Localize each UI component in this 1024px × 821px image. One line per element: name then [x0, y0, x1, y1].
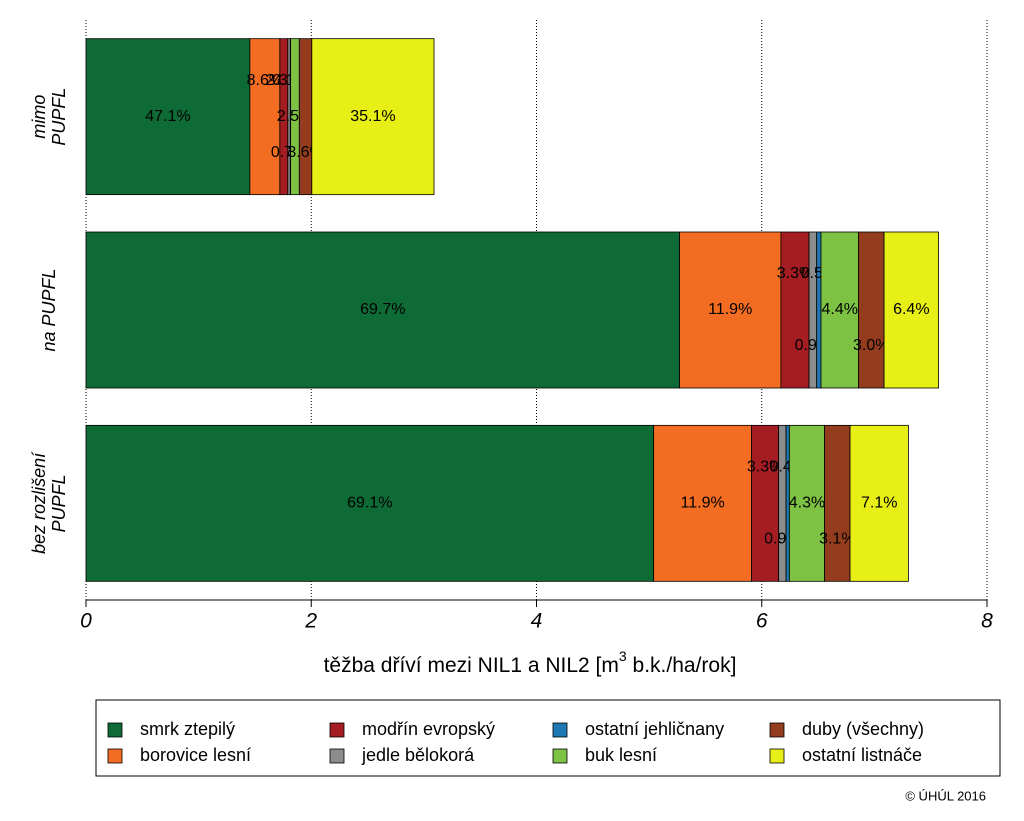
x-tick-label: 4	[531, 610, 543, 633]
legend-swatch	[108, 749, 122, 763]
y-tick-label: mimoPUPFL	[29, 88, 69, 146]
value-label: 6.4%	[893, 301, 929, 318]
bar-segment	[752, 425, 779, 581]
value-label: 11.9%	[681, 495, 725, 512]
legend-swatch	[330, 723, 344, 737]
value-label: 69.7%	[360, 301, 405, 318]
x-tick-label: 8	[981, 610, 993, 633]
legend-swatch	[553, 749, 567, 763]
bar-segment	[250, 39, 280, 195]
bar-segment	[858, 232, 884, 388]
x-title-sup: 3	[619, 648, 627, 664]
y-tick-line: PUPFL	[49, 88, 69, 146]
y-tick-label: na PUPFL	[39, 268, 59, 351]
bar-segment	[817, 232, 821, 388]
legend-swatch	[553, 723, 567, 737]
bar-segment	[781, 232, 809, 388]
legend-label: ostatní jehličnany	[585, 719, 724, 739]
bar-segment	[825, 425, 850, 581]
value-label: 4.4%	[822, 301, 858, 318]
legend-swatch	[770, 723, 784, 737]
value-label: 7.1%	[861, 495, 897, 512]
legend-label: jedle bělokorá	[361, 745, 475, 765]
legend-label: buk lesní	[585, 745, 657, 765]
x-tick-label: 6	[756, 610, 768, 633]
credit: © ÚHÚL 2016	[905, 788, 986, 803]
value-label: 35.1%	[350, 108, 395, 125]
value-label: 69.1%	[347, 495, 392, 512]
value-label: 4.3%	[789, 495, 825, 512]
x-tick-label: 2	[304, 610, 317, 633]
y-tick-line: na PUPFL	[39, 268, 59, 351]
legend-label: modřín evropský	[362, 719, 495, 739]
x-axis-title: těžba dříví mezi NIL1 a NIL2 [m3 b.k./ha…	[324, 648, 737, 677]
y-tick-label: bez rozlišeníPUPFL	[29, 451, 69, 554]
legend-label: smrk ztepilý	[140, 719, 235, 739]
legend-label: ostatní listnáče	[802, 745, 922, 765]
legend-label: duby (všechny)	[802, 719, 924, 739]
legend-swatch	[108, 723, 122, 737]
legend-swatch	[330, 749, 344, 763]
value-label: 11.9%	[708, 301, 752, 318]
bar-segment	[779, 425, 786, 581]
bar-segment	[299, 39, 312, 195]
x-tick-label: 0	[80, 610, 92, 633]
legend-label: borovice lesní	[140, 745, 251, 765]
y-tick-line: mimo	[29, 95, 49, 139]
y-tick-line: bez rozlišení	[29, 451, 49, 554]
x-title-part: b.k./ha/rok]	[627, 654, 737, 677]
y-tick-line: PUPFL	[49, 474, 69, 532]
legend-swatch	[770, 749, 784, 763]
x-title-part: těžba dříví mezi NIL1 a NIL2 [m	[324, 654, 619, 677]
value-label: 47.1%	[145, 108, 190, 125]
bar-segment	[809, 232, 817, 388]
